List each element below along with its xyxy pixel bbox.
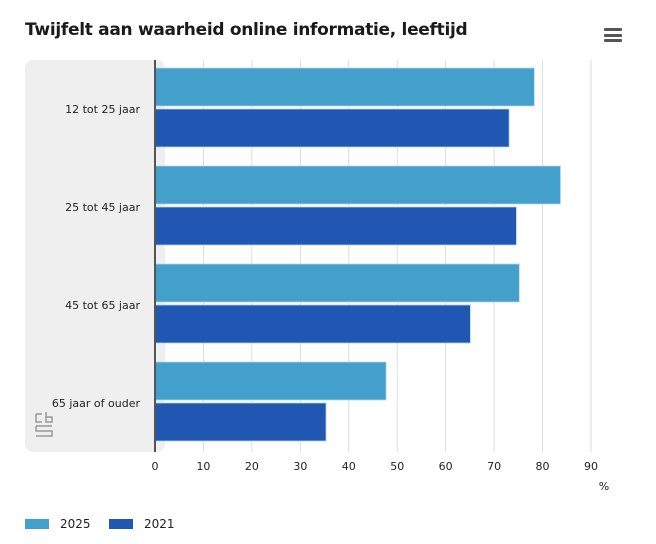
legend-label: 2021 xyxy=(144,517,175,531)
bar-2021[interactable] xyxy=(154,206,517,246)
x-tick-label: 20 xyxy=(245,460,259,473)
bar-2025[interactable] xyxy=(154,361,387,401)
legend-item-2025[interactable]: 2025 xyxy=(25,517,91,531)
x-tick-label: 50 xyxy=(390,460,404,473)
x-tick-label: 90 xyxy=(584,460,598,473)
x-tick-label: 10 xyxy=(196,460,210,473)
legend-item-2021[interactable]: 2021 xyxy=(109,517,175,531)
category-panel xyxy=(25,60,165,452)
bar-2021[interactable] xyxy=(154,304,471,344)
x-tick-label: 80 xyxy=(536,460,550,473)
x-unit-label: % xyxy=(599,480,609,493)
cbs-logo xyxy=(35,412,53,437)
bar-2021[interactable] xyxy=(154,108,510,148)
legend-swatch xyxy=(109,519,133,529)
x-tick-label: 30 xyxy=(293,460,307,473)
bar-2021[interactable] xyxy=(154,402,327,442)
category-label: 45 tot 65 jaar xyxy=(65,299,140,312)
legend-swatch xyxy=(25,519,49,529)
x-tick-label: 0 xyxy=(152,460,159,473)
category-label: 12 tot 25 jaar xyxy=(65,103,140,116)
hamburger-menu-icon[interactable] xyxy=(604,28,622,42)
category-label: 65 jaar of ouder xyxy=(52,397,141,410)
legend-label: 2025 xyxy=(60,517,91,531)
x-tick-label: 70 xyxy=(487,460,501,473)
chart-title: Twijfelt aan waarheid online informatie,… xyxy=(25,20,468,40)
bar-2025[interactable] xyxy=(154,263,520,303)
category-label: 25 tot 45 jaar xyxy=(65,201,140,214)
x-tick-label: 40 xyxy=(342,460,356,473)
bar-2025[interactable] xyxy=(154,165,561,205)
x-tick-label: 60 xyxy=(439,460,453,473)
bar-2025[interactable] xyxy=(154,67,535,107)
